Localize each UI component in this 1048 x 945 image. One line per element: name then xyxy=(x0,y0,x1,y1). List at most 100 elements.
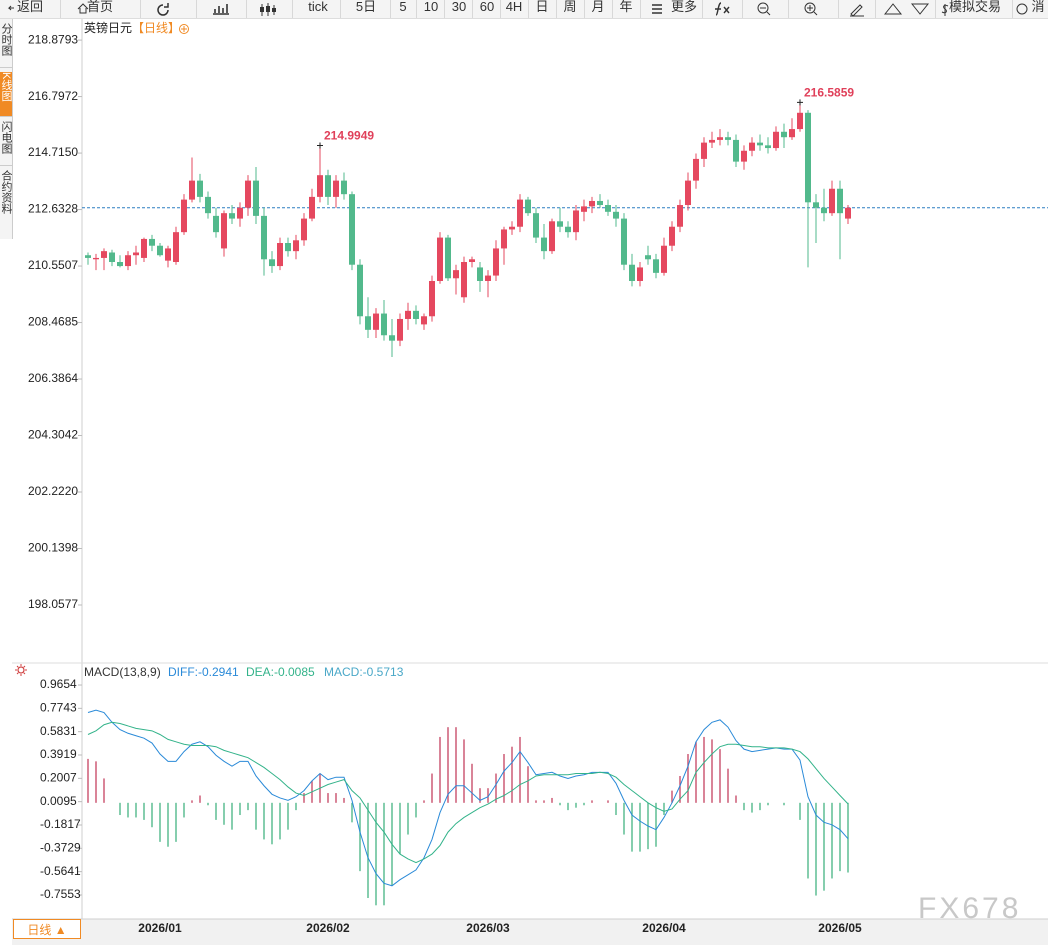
chart-subtitle[interactable]: 【日线】 xyxy=(132,21,180,35)
toolbar-separator xyxy=(444,0,445,18)
candle-body xyxy=(437,237,443,281)
toolbar-separator xyxy=(528,0,529,18)
indicator-line xyxy=(87,721,849,864)
toolbar-separator xyxy=(556,0,557,18)
candle-body xyxy=(653,259,659,273)
candle-body xyxy=(229,213,235,219)
toolbar-button[interactable]: 30 xyxy=(451,0,467,14)
toolbar-separator xyxy=(1012,0,1013,18)
toolbar-button[interactable]: 更多 xyxy=(670,0,698,14)
toolbar-button[interactable]: 模拟交易 xyxy=(948,0,1002,14)
candle-body xyxy=(789,129,795,138)
candle-body xyxy=(213,215,219,233)
candle-body xyxy=(685,180,691,206)
candle-body xyxy=(301,218,307,241)
period-tab[interactable]: 日线 ▲ xyxy=(13,919,81,939)
y-tick-label: 0.9654 xyxy=(40,677,77,691)
date-axis-bar xyxy=(12,919,1048,945)
x-tick-label: 2026/04 xyxy=(642,921,686,935)
candle-body xyxy=(173,232,179,263)
watermark: FX678 xyxy=(918,892,1022,925)
candle-body xyxy=(389,335,395,341)
toolbar-separator xyxy=(140,0,141,18)
y-tick-label: 210.5507 xyxy=(28,258,78,272)
candle-body xyxy=(277,243,283,267)
toolbar-separator xyxy=(612,0,613,18)
candle-body xyxy=(645,255,651,260)
candle-body xyxy=(677,205,683,227)
legend-entry: MACD:-0.5713 xyxy=(324,665,404,679)
settings-icon[interactable] xyxy=(15,664,27,676)
side-tab[interactable]: K线图 xyxy=(0,72,12,117)
y-tick-label: -0.7553 xyxy=(40,887,81,901)
y-tick-label: 212.6328 xyxy=(28,202,78,216)
toolbar-button[interactable]: 首页 xyxy=(86,0,114,14)
side-tab[interactable]: 分时图 xyxy=(0,23,12,68)
annotation-marker xyxy=(797,99,803,106)
toolbar-button[interactable]: 日 xyxy=(535,0,549,14)
toolbar-separator xyxy=(640,0,641,18)
toolbar-icons xyxy=(7,2,1028,17)
y-tick-label: 208.4685 xyxy=(28,315,78,329)
candle-body xyxy=(837,188,843,214)
toolbar-separator xyxy=(292,0,293,18)
toolbar-button[interactable]: 5日 xyxy=(355,0,377,14)
y-tick-label: 0.3919 xyxy=(40,747,77,761)
annotation-label: 214.9949 xyxy=(324,129,374,143)
side-tab[interactable]: 闪电图 xyxy=(0,121,12,166)
toolbar-separator xyxy=(416,0,417,18)
toolbar-button[interactable]: 返回 xyxy=(16,0,44,14)
toolbar-button[interactable]: 10 xyxy=(423,0,439,14)
candle-body xyxy=(445,237,451,279)
candle-body xyxy=(373,313,379,330)
toolbar-button[interactable]: 5 xyxy=(399,0,407,14)
toolbar-button[interactable]: 年 xyxy=(619,0,633,14)
candle-body xyxy=(661,245,667,273)
candle-body xyxy=(269,259,275,267)
candle-body xyxy=(701,142,707,159)
x-tick-label: 2026/03 xyxy=(466,921,510,935)
candle-body xyxy=(205,196,211,214)
y-tick-label: 0.2007 xyxy=(40,771,77,785)
toolbar-button[interactable]: 周 xyxy=(563,0,577,14)
toolbar-separator xyxy=(702,0,703,18)
indicator-line xyxy=(87,709,849,887)
candle-body xyxy=(589,200,595,207)
candle-body xyxy=(741,150,747,162)
candle-body xyxy=(117,262,123,267)
y-tick-label: 198.0577 xyxy=(28,597,78,611)
candle-body xyxy=(821,207,827,214)
toolbar-button[interactable]: tick xyxy=(308,0,328,14)
toolbar-button[interactable]: 月 xyxy=(591,0,605,14)
toolbar: 返回 首页 tick 5日 5 10 30 60 4H 日周月年 更多 模拟交易 消 xyxy=(0,0,1048,19)
candle-body xyxy=(829,188,835,214)
candle-body xyxy=(397,318,403,341)
candle-body xyxy=(253,180,259,216)
toolbar-button[interactable]: 4H xyxy=(505,0,523,14)
candle-body xyxy=(501,229,507,249)
toolbar-separator xyxy=(340,0,341,18)
side-tab[interactable]: 合约资料 xyxy=(0,170,12,239)
candle-body xyxy=(181,199,187,233)
candle-body xyxy=(565,226,571,233)
toolbar-separator xyxy=(246,0,247,18)
candle-body xyxy=(197,180,203,197)
candle-body xyxy=(709,139,715,143)
candle-body xyxy=(749,142,755,151)
y-tick-label: 0.5831 xyxy=(40,724,77,738)
candle-body xyxy=(109,252,115,263)
candle-body xyxy=(725,137,731,140)
candle-body xyxy=(485,275,491,281)
toolbar-separator xyxy=(788,0,789,18)
candle-body xyxy=(813,202,819,208)
y-tick-label: 216.7972 xyxy=(28,89,78,103)
toolbar-button[interactable]: 60 xyxy=(479,0,495,14)
y-tick-label: 0.0095 xyxy=(40,794,77,808)
candle-body xyxy=(245,180,251,208)
candle-body xyxy=(765,145,771,149)
add-icon[interactable] xyxy=(179,24,189,34)
legend-entry: DEA:-0.0085 xyxy=(246,665,315,679)
toolbar-separator xyxy=(472,0,473,18)
toolbar-button[interactable]: 消 xyxy=(1031,0,1045,14)
